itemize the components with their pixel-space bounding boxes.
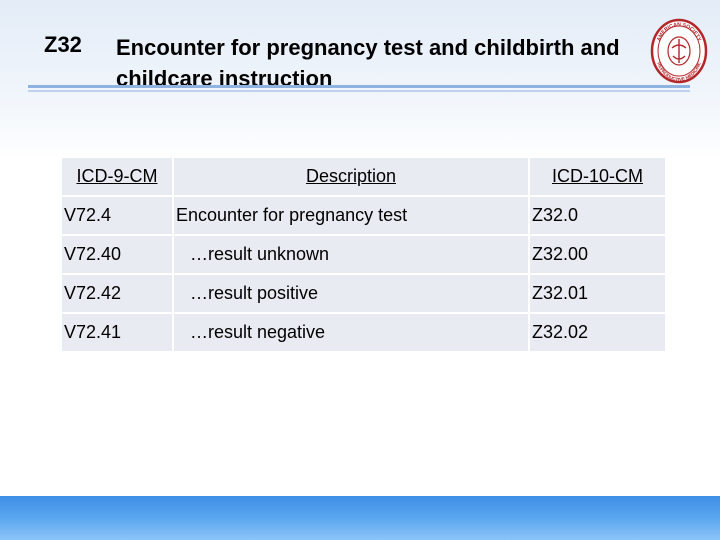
- cell-icd9: V72.41: [62, 314, 172, 351]
- cell-description: …result positive: [174, 275, 528, 312]
- cell-icd9: V72.42: [62, 275, 172, 312]
- cell-description: …result unknown: [174, 236, 528, 273]
- cell-icd9: V72.4: [62, 197, 172, 234]
- table-row: V72.41 …result negative Z32.02: [62, 314, 665, 351]
- table-row: V72.40 …result unknown Z32.00: [62, 236, 665, 273]
- title-underline-secondary: [28, 90, 690, 92]
- table-row: V72.42 …result positive Z32.01: [62, 275, 665, 312]
- cell-icd9: V72.40: [62, 236, 172, 273]
- header-icd9: ICD-9-CM: [62, 158, 172, 195]
- cell-description: Encounter for pregnancy test: [174, 197, 528, 234]
- cell-icd10: Z32.02: [530, 314, 665, 351]
- table-row: V72.4 Encounter for pregnancy test Z32.0: [62, 197, 665, 234]
- page-title: Encounter for pregnancy test and childbi…: [116, 35, 620, 91]
- header-description: Description: [174, 158, 528, 195]
- cell-icd10: Z32.0: [530, 197, 665, 234]
- code-crosswalk-table: ICD-9-CM Description ICD-10-CM V72.4 Enc…: [60, 156, 667, 353]
- cell-icd10: Z32.01: [530, 275, 665, 312]
- footer-bar: [0, 496, 720, 540]
- cell-icd10: Z32.00: [530, 236, 665, 273]
- asrm-seal-logo-icon: AMERICAN SOCIETY REPRODUCTIVE MEDICINE: [650, 18, 708, 84]
- table-header-row: ICD-9-CM Description ICD-10-CM: [62, 158, 665, 195]
- cell-description: …result negative: [174, 314, 528, 351]
- title-code: Z32: [44, 32, 82, 57]
- header-icd10: ICD-10-CM: [530, 158, 665, 195]
- title-underline: [28, 85, 690, 88]
